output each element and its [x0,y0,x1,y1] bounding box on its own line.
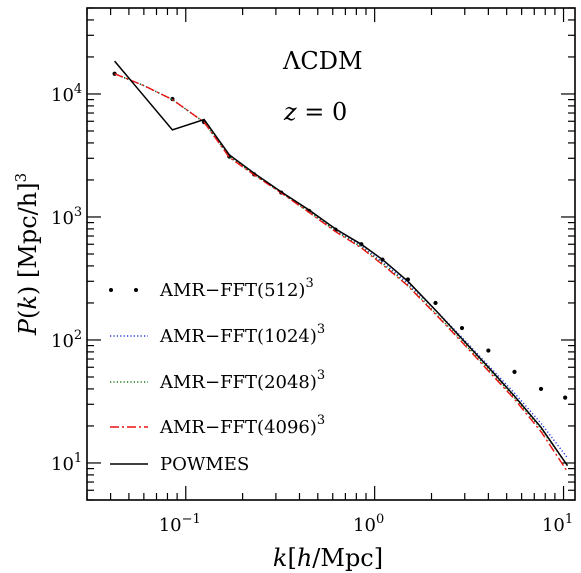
series-line [114,73,569,473]
data-point [538,386,544,392]
x-axis-label-h: h [297,544,312,572]
legend-label-name: POWMES [160,454,249,475]
y-tick-label-base: 10 [51,454,74,475]
y-tick-label-base: 10 [51,85,74,106]
annotation-redshift: z = 0 [283,98,347,126]
legend-label-name: AMR−FFT(1024) [159,326,317,347]
y-tick-label-exponent: 2 [74,328,82,343]
x-tick-labels: 10−1 100 101 [159,512,573,536]
legend: AMR−FFT(512)3AMR−FFT(1024)3AMR−FFT(2048)… [109,276,325,475]
y-tick-label: 103 [51,205,82,229]
y-tick-label: 104 [51,82,82,106]
series-line [114,60,569,467]
data-point [433,300,438,306]
legend-label: AMR−FFT(4096)3 [159,413,325,438]
data-point [459,325,465,331]
y-tick-label-base: 10 [51,331,74,352]
y-tick-label-exponent: 3 [74,205,82,220]
x-tick-label-base: 10 [353,515,376,536]
x-tick-label-exponent: 1 [565,512,573,527]
data-point [512,369,517,375]
legend-label: AMR−FFT(512)3 [159,276,314,301]
y-axis-label-close: ) [14,286,42,295]
legend-label-name: AMR−FFT(512) [159,280,305,301]
y-tick-label: 101 [51,451,82,475]
legend-marker [134,288,138,292]
data-point [486,348,491,353]
legend-label: AMR−FFT(2048)3 [159,368,325,393]
legend-label: POWMES [160,454,249,475]
x-tick-label-exponent: −1 [182,512,201,527]
annotation-redshift-var: z [283,98,297,126]
x-axis-label-k: k [273,544,288,572]
y-axis-label-p: P [14,318,42,336]
x-tick-label: 100 [353,512,384,536]
annotation-redshift-val: 0 [332,98,347,126]
y-tick-label-base: 10 [51,208,74,229]
legend-label-exponent: 3 [305,276,313,291]
legend-label-name: AMR−FFT(2048) [159,372,317,393]
data-point [563,395,568,400]
series-layer [112,60,569,473]
y-axis-label-exp: 3 [12,173,30,183]
y-axis-label-k: k [14,295,42,310]
series-line [114,73,569,459]
y-tick-label: 102 [51,328,82,352]
y-axis-label-unit: [Mpc/h] [14,182,42,285]
legend-marker [109,288,113,292]
y-axis-label: P(k) [Mpc/h]3 [12,173,42,336]
x-tick-label-base: 10 [542,515,565,536]
y-tick-label-exponent: 1 [74,451,82,466]
y-axis-label-open: ( [14,310,42,319]
y-tick-label-exponent: 4 [74,82,82,97]
x-axis-label-bracket: [ [287,544,296,572]
annotation-model: ΛCDM [282,47,363,75]
annotation-redshift-eq: = [297,98,332,126]
legend-label: AMR−FFT(1024)3 [159,322,325,347]
legend-label-exponent: 3 [317,413,325,428]
x-tick-label: 101 [542,512,573,536]
series-line [114,73,569,467]
x-axis-label-unit: /Mpc] [312,544,383,572]
axis-ticks [86,7,575,501]
legend-label-name: AMR−FFT(4096) [159,417,317,438]
legend-label-exponent: 3 [317,322,325,337]
x-tick-label: 10−1 [159,512,201,536]
legend-label-exponent: 3 [317,368,325,383]
x-tick-label-exponent: 0 [376,512,384,527]
x-tick-label-base: 10 [159,515,182,536]
x-axis-label: k[h/Mpc] [273,544,383,572]
plot-frame [86,7,576,501]
